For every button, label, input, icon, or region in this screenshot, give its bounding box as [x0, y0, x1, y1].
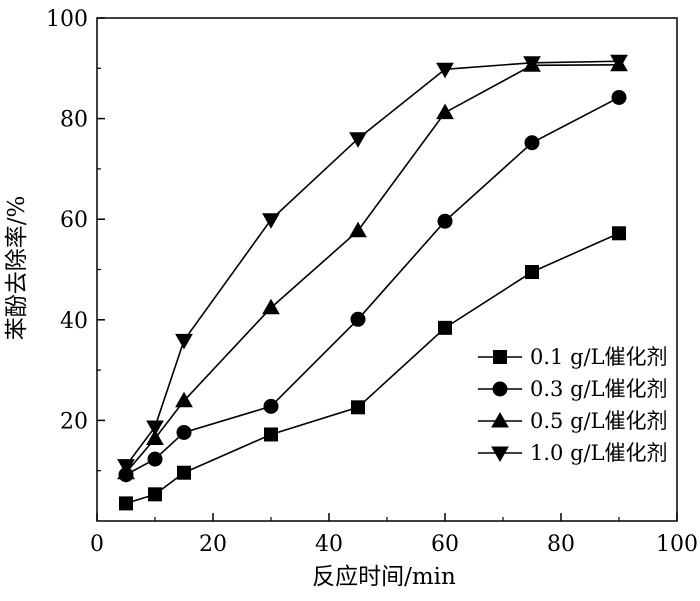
legend-marker: [491, 411, 509, 428]
data-point: [146, 429, 164, 446]
data-point: [175, 391, 193, 408]
legend-label: 0.3 g/L催化剂: [530, 377, 668, 401]
data-point: [262, 213, 280, 229]
legend-label: 0.5 g/L催化剂: [530, 409, 668, 433]
data-point: [175, 333, 193, 350]
legend-marker: [493, 350, 507, 364]
y-axis-title: 苯酚去除率/%: [4, 196, 30, 341]
data-point: [119, 496, 133, 511]
series-line: [125, 60, 620, 467]
x-axis-title: 反应时间/min: [312, 564, 456, 590]
data-point: [351, 400, 365, 415]
legend-item: 1.0 g/L催化剂: [478, 441, 668, 465]
legend-marker: [491, 446, 509, 463]
data-point: [437, 213, 453, 229]
legend-label: 0.1 g/L催化剂: [530, 345, 668, 369]
axis-tick-labels: 0 20 40 60 80 100 20 40 60 80 100: [46, 7, 698, 557]
data-point: [262, 298, 280, 315]
data-point: [263, 398, 279, 414]
data-point: [146, 420, 164, 436]
legend-item: 0.3 g/L催化剂: [478, 377, 668, 401]
data-point: [612, 226, 626, 241]
series-4: [117, 54, 628, 475]
legend-item: 0.1 g/L催化剂: [478, 345, 668, 369]
data-point: [436, 62, 454, 79]
legend-label: 1.0 g/L催化剂: [530, 441, 668, 465]
data-point: [148, 487, 162, 502]
x-tick-label: 0: [90, 532, 104, 557]
data-point: [610, 54, 628, 71]
data-point: [264, 427, 278, 442]
data-point: [176, 424, 192, 440]
y-tick-label: 60: [60, 208, 88, 233]
data-point: [177, 465, 191, 480]
x-tick-label: 100: [656, 532, 698, 557]
y-tick-label: 20: [60, 409, 88, 434]
data-point: [350, 311, 366, 327]
series-layer: [117, 54, 628, 511]
x-tick-label: 40: [315, 532, 343, 557]
data-point: [436, 103, 454, 120]
data-point: [611, 89, 627, 105]
legend-marker: [492, 381, 508, 397]
axis-ticks: [96, 17, 678, 521]
data-point: [438, 320, 452, 335]
data-point: [523, 56, 541, 72]
series-line: [125, 63, 620, 474]
data-point: [117, 459, 135, 475]
legend: 0.1 g/L催化剂 0.3 g/L催化剂 0.5 g/L催化剂 1.0 g/L催化剂: [478, 345, 668, 465]
y-tick-label: 80: [60, 108, 88, 133]
x-tick-label: 80: [547, 532, 575, 557]
legend-item: 0.5 g/L催化剂: [478, 409, 668, 433]
data-point: [349, 221, 367, 238]
data-point: [524, 135, 540, 151]
series-1: [119, 226, 626, 511]
x-tick-label: 60: [431, 532, 459, 557]
y-tick-label: 100: [46, 7, 88, 32]
y-tick-label: 40: [60, 309, 88, 334]
data-point: [349, 132, 367, 148]
x-tick-label: 20: [199, 532, 227, 557]
data-point: [525, 265, 539, 280]
data-point: [147, 451, 163, 467]
